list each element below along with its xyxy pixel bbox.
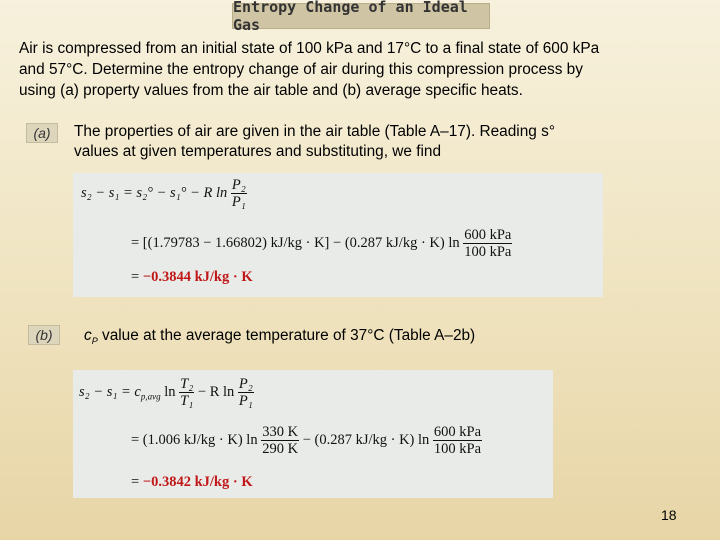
eq-b-line-2: = (1.006 kJ/kg · K) ln 330 K 290 K − (0.… <box>131 424 483 457</box>
eq-a-line-3: = −0.3844 kJ/kg · K <box>131 269 253 286</box>
part-b-tag: (b) <box>28 325 60 345</box>
eq-a-p1: P₁ <box>231 194 246 210</box>
eq-b-kpa-ratio: 600 kPa 100 kPa <box>432 424 483 457</box>
equation-box-b: s₂ − s₁ = cp,avg ln T₂ T₁ − R ln P₂ P₁ =… <box>73 370 553 498</box>
eq-a-line-1-lhs: s₂ − s₁ = s₂° − s₁° − R ln <box>81 184 228 201</box>
eq-a-line-3-prefix: = <box>131 269 140 285</box>
eq-b-kelvin-ratio: 330 K 290 K <box>261 424 300 457</box>
problem-statement: Air is compressed from an initial state … <box>19 38 709 101</box>
eq-b-line-1-lhs: s₂ − s₁ = c <box>79 383 141 400</box>
eq-a-kpa-ratio: 600 kPa 100 kPa <box>463 227 513 260</box>
slide-title: Entropy Change of an Ideal Gas <box>232 0 490 34</box>
part-a-text: The properties of air are given in the a… <box>74 122 594 162</box>
part-a-tag: (a) <box>26 123 58 143</box>
eq-a-pressure-ratio: P₂ P₁ <box>230 177 247 210</box>
page-number: 18 <box>661 507 677 523</box>
eq-a-p2: P₂ <box>230 177 247 194</box>
part-a-text-line-1: The properties of air are given in the a… <box>74 123 555 140</box>
part-a-text-line-2: values at given temperatures and substit… <box>74 143 442 160</box>
eq-b-result: −0.3842 kJ/kg · K <box>142 474 253 490</box>
eq-b-line-2-prefix: = (1.006 kJ/kg · K) ln <box>131 431 258 448</box>
part-b-text: cP value at the average temperature of 3… <box>84 326 475 351</box>
problem-line-3: using (a) property values from the air t… <box>19 82 523 99</box>
cp-symbol: cP <box>84 327 98 347</box>
part-b-text-body: value at the average temperature of 37°C… <box>97 327 476 344</box>
eq-b-line-3-prefix: = <box>131 474 140 490</box>
equation-box-a: s₂ − s₁ = s₂° − s₁° − R ln P₂ P₁ = [(1.7… <box>73 173 603 297</box>
eq-b-line-3: = −0.3842 kJ/kg · K <box>131 474 253 491</box>
eq-a-result: −0.3844 kJ/kg · K <box>142 269 253 285</box>
eq-a-line-2: = [(1.79783 − 1.66802) kJ/kg · K] − (0.2… <box>131 227 513 260</box>
eq-a-100kpa: 100 kPa <box>464 244 512 260</box>
eq-a-600kpa: 600 kPa <box>463 227 513 244</box>
eq-b-pressure-ratio: P₂ P₁ <box>237 376 254 409</box>
problem-line-1: Air is compressed from an initial state … <box>19 40 600 57</box>
eq-a-line-2-prefix: = [(1.79783 − 1.66802) kJ/kg · K] − (0.2… <box>131 234 460 251</box>
eq-a-line-1: s₂ − s₁ = s₂° − s₁° − R ln P₂ P₁ <box>81 177 247 210</box>
eq-b-line-1: s₂ − s₁ = cp,avg ln T₂ T₁ − R ln P₂ P₁ <box>79 376 254 409</box>
eq-b-temp-ratio: T₂ T₁ <box>179 376 195 409</box>
problem-line-2: and 57°C. Determine the entropy change o… <box>19 61 583 78</box>
